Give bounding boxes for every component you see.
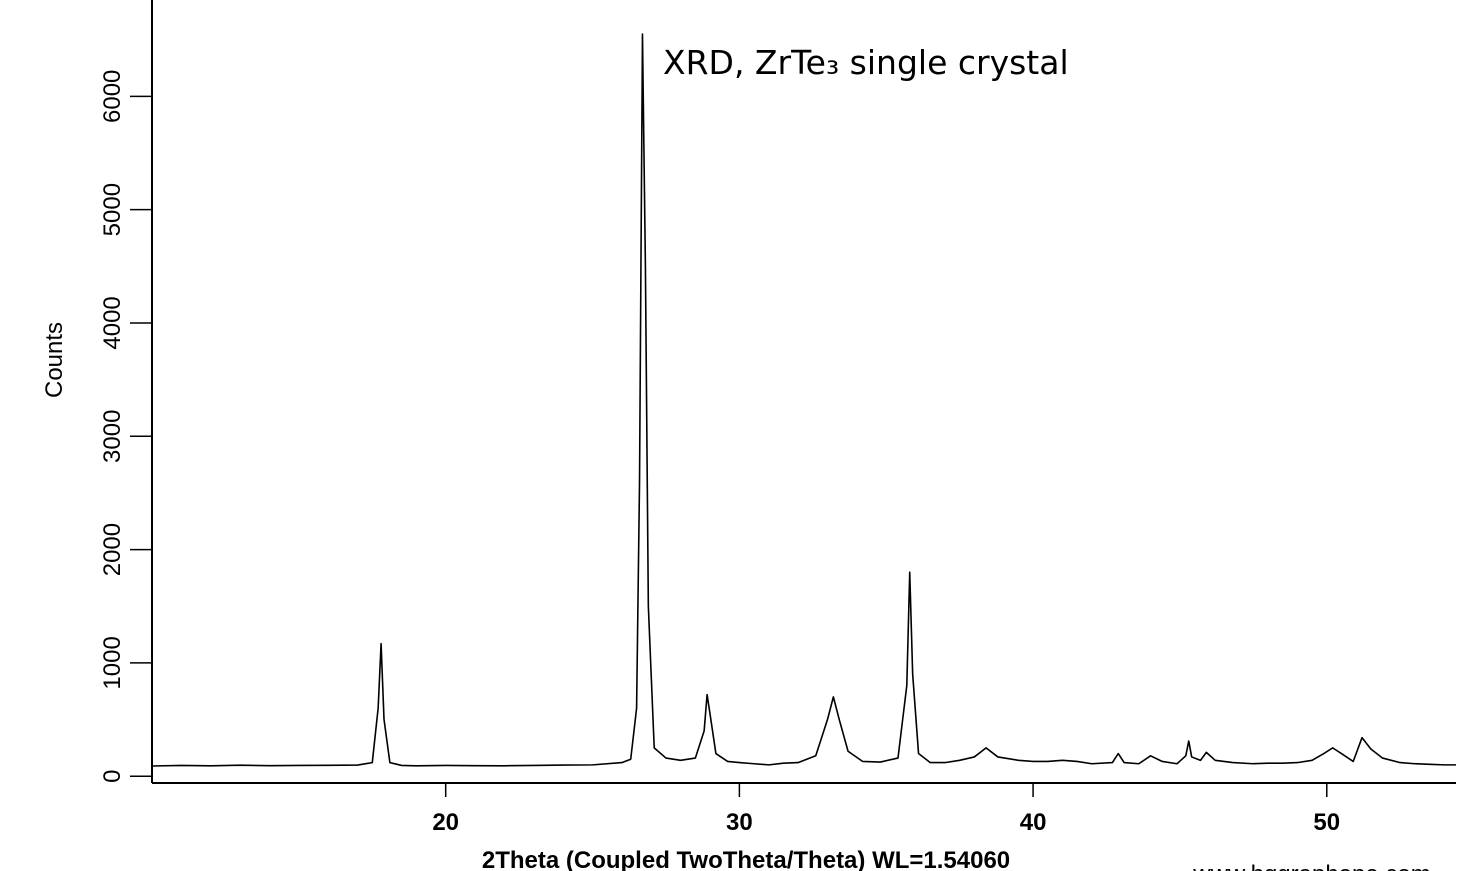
data-line xyxy=(151,33,1456,767)
x-tick-label: 20 xyxy=(432,809,459,836)
watermark: www.hqgraphene.com xyxy=(1192,861,1430,871)
x-tick-label: 30 xyxy=(726,809,753,836)
y-axis-label: Counts xyxy=(41,322,68,398)
y-tick-label: 3000 xyxy=(99,410,126,463)
annotation: XRD, ZrTe₃ single crystal xyxy=(663,43,1069,82)
y-tick-label: 4000 xyxy=(99,296,126,349)
y-tick-label: 1000 xyxy=(99,636,126,689)
x-axis-label: 2Theta (Coupled TwoTheta/Theta) WL=1.540… xyxy=(482,847,1010,871)
y-tick-label: 6000 xyxy=(99,70,126,123)
y-tick-label: 0 xyxy=(99,770,126,783)
x-tick-label: 40 xyxy=(1020,809,1047,836)
y-tick-label: 2000 xyxy=(99,523,126,576)
x-tick-label: 50 xyxy=(1313,809,1340,836)
y-tick-label: 5000 xyxy=(99,183,126,236)
